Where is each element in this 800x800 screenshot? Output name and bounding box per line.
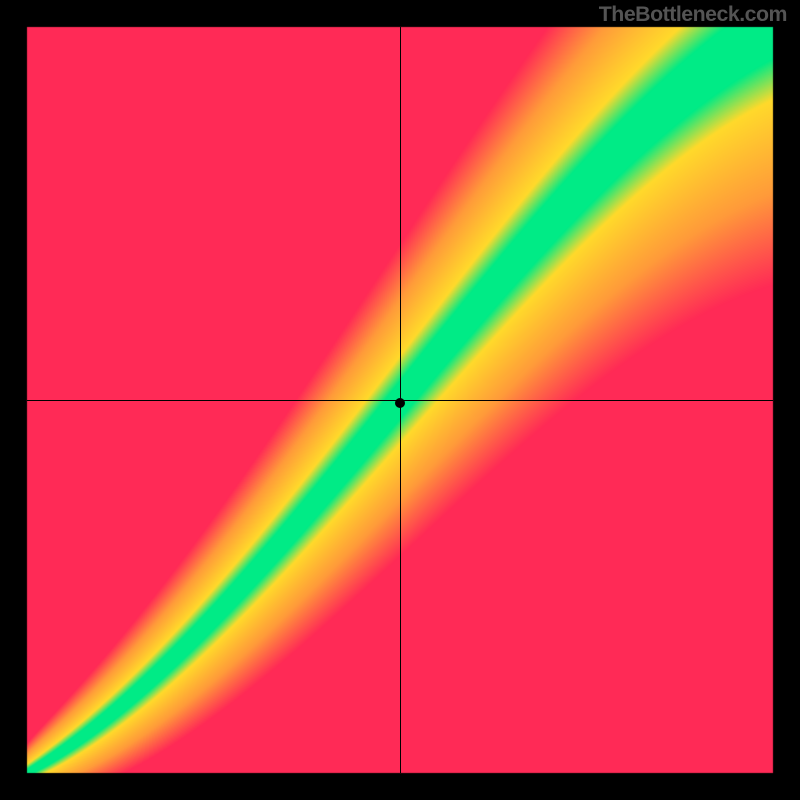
marker-point bbox=[395, 398, 405, 408]
chart-root: TheBottleneck.com bbox=[0, 0, 800, 800]
attribution-watermark: TheBottleneck.com bbox=[599, 2, 787, 27]
